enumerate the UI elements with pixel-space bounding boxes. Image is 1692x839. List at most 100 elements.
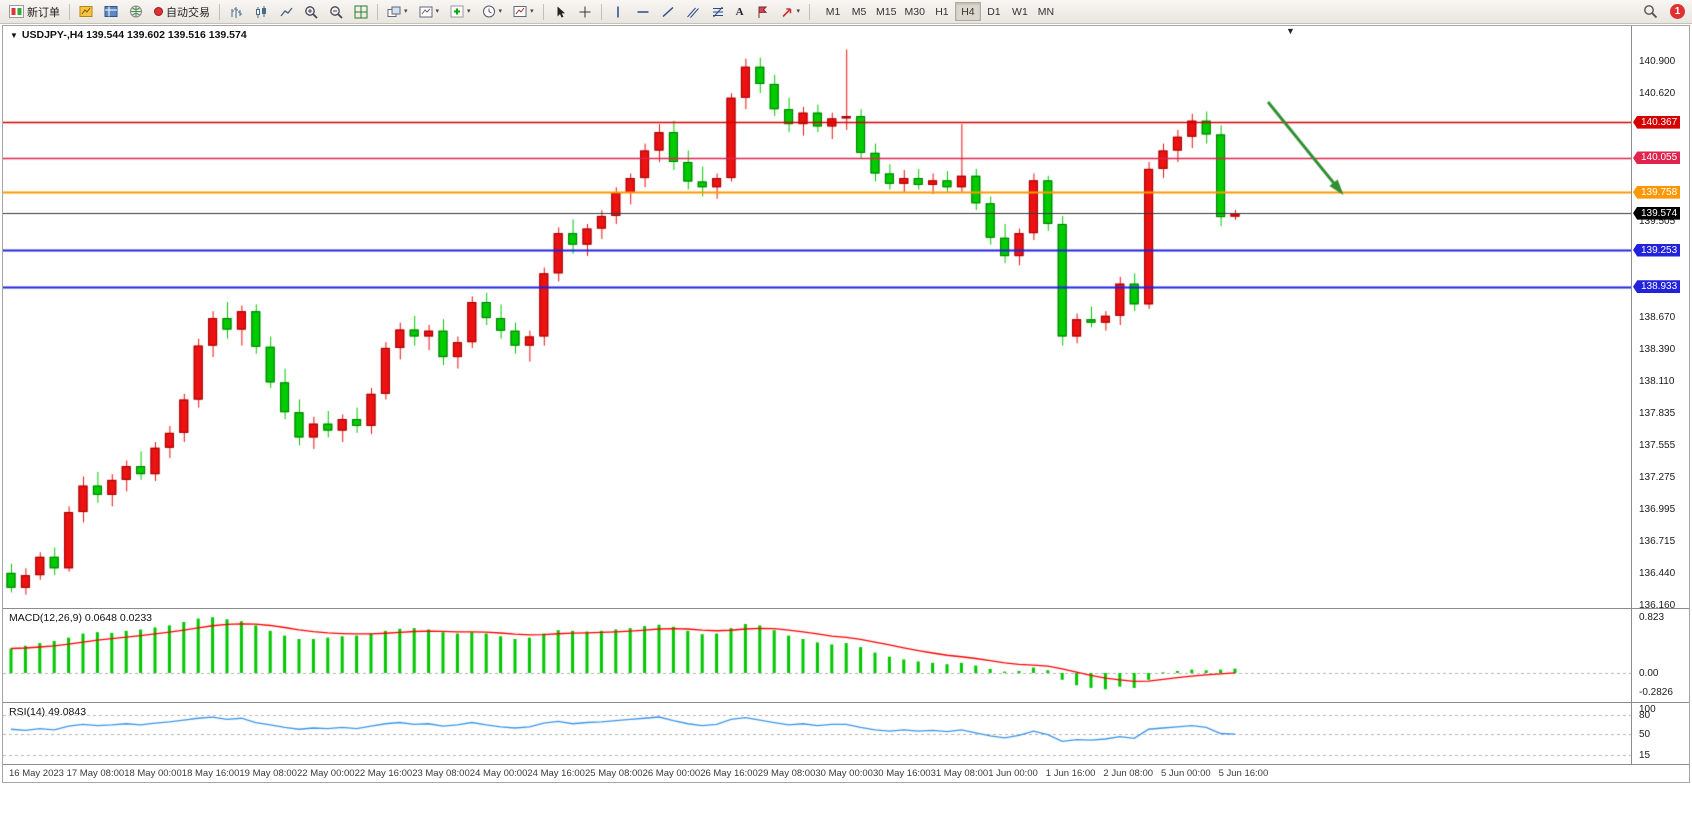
timeframe-w1[interactable]: W1 [1007, 2, 1033, 21]
toolbar-separator [69, 3, 70, 20]
rsi-indicator-label: RSI(14) 49.0843 [9, 706, 87, 718]
crosshair-button[interactable] [573, 2, 597, 22]
timeframe-mn[interactable]: MN [1033, 2, 1059, 21]
rsi-canvas[interactable] [3, 703, 1631, 764]
tile-windows-button[interactable] [349, 2, 373, 22]
time-axis-label: 5 Jun 16:00 [1218, 768, 1269, 779]
timeframe-m15[interactable]: M15 [872, 2, 900, 21]
pane-splitter[interactable] [3, 764, 1689, 765]
chart-candles-button[interactable] [249, 2, 273, 22]
indicators-button[interactable]: ▾ [445, 2, 476, 22]
toolbar-right-group: 1 [1638, 2, 1688, 22]
price-chart-canvas[interactable] [3, 26, 1631, 608]
zoom-out-button[interactable] [324, 2, 348, 22]
time-axis-label: 2 Jun 08:00 [1103, 768, 1154, 779]
dropdown-caret-icon: ▾ [796, 8, 801, 15]
fibonacci-icon [712, 6, 723, 17]
timeframe-h1[interactable]: H1 [929, 2, 955, 21]
price-line-label: 139.253 [1633, 243, 1681, 257]
main-toolbar: 新订单 自动交易 [0, 0, 1692, 24]
rsi-axis-label: 80 [1639, 710, 1651, 722]
chart-profiles-button[interactable]: ▾ [414, 2, 445, 22]
current-price-label: 139.574 [1633, 206, 1681, 220]
toolbar-separator [600, 3, 602, 20]
horizontal-line-icon [637, 10, 649, 13]
symbol-ohlc-label: USDJPY-,H4 139.544 139.602 139.516 139.5… [21, 29, 247, 41]
time-axis-label: 5 Jun 00:00 [1161, 768, 1211, 779]
price-tick-label: 138.670 [1639, 311, 1676, 323]
zoom-out-icon [330, 5, 343, 19]
search-icon [1644, 5, 1658, 19]
tile-windows-icon [354, 5, 368, 18]
channel-button[interactable] [681, 2, 705, 22]
time-axis-label: 18 May 16:00 [181, 768, 240, 779]
chart-line-button[interactable] [274, 2, 298, 22]
notification-badge[interactable]: 1 [1670, 4, 1685, 19]
chart-title: ▼ USDJPY-,H4 139.544 139.602 139.516 139… [10, 29, 247, 41]
toolbar-separator [542, 3, 544, 20]
new-chart-button[interactable]: ▾ [382, 2, 413, 22]
new-order-icon [9, 5, 24, 18]
chart-candles-icon [256, 5, 266, 18]
terminal-globe-icon [130, 5, 142, 18]
toolbar-separator [809, 3, 811, 20]
time-axis-label: 29 May 08:00 [757, 768, 816, 779]
time-axis-label: 30 May 16:00 [873, 768, 931, 779]
navigator-icon [104, 6, 118, 17]
zoom-in-icon [305, 5, 318, 19]
macd-indicator-label: MACD(12,26,9) 0.0648 0.0233 [9, 612, 153, 624]
clock-icon [482, 5, 495, 18]
cursor-button[interactable] [548, 2, 572, 22]
vertical-line-button[interactable] [606, 2, 630, 22]
channel-icon [686, 7, 699, 18]
new-order-button[interactable]: 新订单 [4, 2, 65, 22]
time-axis[interactable]: 16 May 2023 17 May 08:00 18 May 00:00 18 Ma… [3, 765, 1689, 782]
price-line-label: 140.055 [1633, 151, 1681, 165]
chart-profiles-icon [419, 6, 433, 17]
time-axis-label: 22 May 16:00 [354, 768, 413, 779]
price-tick-label: 137.555 [1639, 439, 1676, 451]
timeframe-m1[interactable]: M1 [820, 2, 846, 21]
macd-canvas[interactable] [3, 609, 1631, 702]
horizontal-line-button[interactable] [631, 2, 655, 22]
chart-bars-button[interactable] [224, 2, 248, 22]
periods-button[interactable]: ▾ [477, 2, 508, 22]
timeframe-group: M1 M5 M15 M30 H1 H4 D1 W1 MN [820, 2, 1059, 21]
text-label-button[interactable] [750, 2, 774, 22]
price-tick-label: 139.505 [1639, 216, 1676, 228]
price-axis[interactable]: 140.900 140.620 139.505 138.670 138.390 138.1… [1632, 26, 1689, 765]
price-line-label: 139.758 [1633, 185, 1681, 199]
zoom-in-button[interactable] [299, 2, 323, 22]
cursor-arrow-icon [557, 6, 565, 18]
price-line-label: 138.933 [1633, 280, 1681, 294]
fibonacci-button[interactable] [706, 2, 730, 22]
rsi-axis-label: 50 [1639, 728, 1651, 740]
timeframe-d1[interactable]: D1 [981, 2, 1007, 21]
indicators-plus-icon [450, 5, 464, 18]
trendline-button[interactable] [656, 2, 680, 22]
crosshair-icon [579, 6, 591, 17]
timeframe-m5[interactable]: M5 [846, 2, 872, 21]
vertical-line-icon [616, 6, 619, 17]
chart-shift-marker-icon[interactable]: ▼ [1286, 26, 1295, 36]
terminal-button[interactable] [124, 2, 148, 22]
chart-menu-caret-icon: ▼ [10, 30, 18, 40]
text-tool-button[interactable]: A [731, 2, 749, 22]
timeframe-m30[interactable]: M30 [900, 2, 928, 21]
time-axis-label: 24 May 00:00 [469, 768, 528, 779]
macd-axis-label: -0.2826 [1639, 687, 1673, 699]
toolbar-separator [219, 3, 220, 20]
dropdown-caret-icon: ▾ [435, 8, 440, 15]
templates-button[interactable]: ▾ [508, 2, 539, 22]
macd-axis-label: 0.823 [1639, 612, 1665, 624]
new-order-label: 新订单 [27, 6, 60, 19]
pane-splitter[interactable] [3, 702, 1689, 703]
autotrading-button[interactable]: 自动交易 [149, 2, 215, 22]
market-watch-button[interactable] [74, 2, 98, 22]
arrows-shapes-button[interactable]: ▾ [775, 2, 806, 22]
search-button[interactable] [1638, 2, 1663, 22]
pane-splitter[interactable] [3, 608, 1689, 609]
navigator-button[interactable] [99, 2, 123, 22]
text-tool-icon: A [735, 5, 744, 18]
timeframe-h4[interactable]: H4 [954, 2, 981, 21]
